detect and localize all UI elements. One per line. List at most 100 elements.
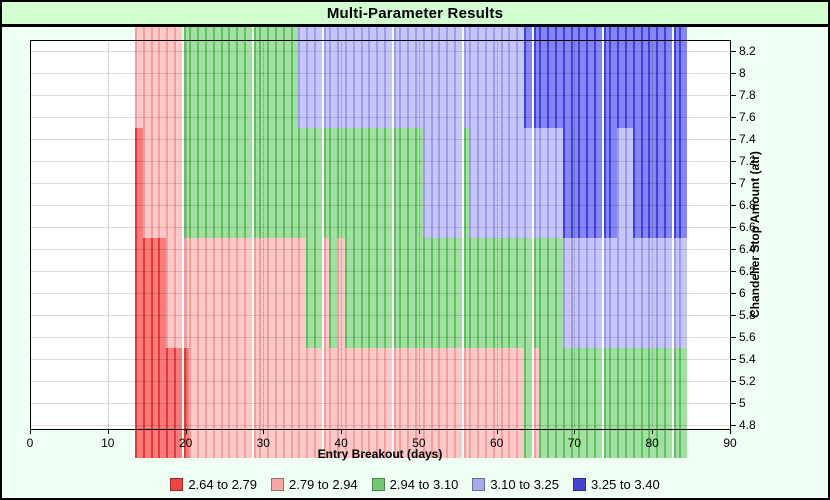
heatmap-column-day-17 bbox=[158, 27, 167, 128]
heatmap-column-day-49 bbox=[407, 237, 415, 348]
heatmap-column-day-31 bbox=[267, 127, 275, 238]
heatmap-column-day-37 bbox=[313, 237, 322, 348]
heatmap-column-day-77 bbox=[625, 27, 633, 128]
vertical-dotted-gridline bbox=[263, 40, 265, 429]
heatmap-row-atr-7.5-8.5 bbox=[0, 27, 830, 128]
heatmap-column-day-79 bbox=[640, 237, 649, 348]
heatmap-column-day-73 bbox=[593, 127, 602, 238]
heatmap-column-day-72 bbox=[586, 347, 594, 458]
vertical-dotted-gridline bbox=[652, 40, 654, 429]
heatmap-column-day-40 bbox=[337, 347, 345, 458]
x-axis-tick-label: 50 bbox=[412, 436, 426, 450]
y-axis-tick bbox=[730, 94, 736, 96]
heatmap-column-day-31 bbox=[267, 347, 275, 458]
x-axis-tick-label: 70 bbox=[567, 436, 582, 450]
heatmap-column-day-22 bbox=[197, 347, 205, 458]
heatmap-column-day-16 bbox=[150, 27, 159, 128]
heatmap-column-day-67 bbox=[547, 347, 555, 458]
heatmap-column-day-75 bbox=[609, 347, 618, 458]
heatmap-column-day-39 bbox=[329, 237, 338, 348]
heatmap-column-day-71 bbox=[578, 347, 587, 458]
heatmap-column-day-36 bbox=[306, 347, 314, 458]
legend-item: 2.64 to 2.79 bbox=[170, 477, 257, 492]
heatmap-column-day-71 bbox=[578, 237, 587, 348]
heatmap-column-day-24 bbox=[212, 27, 221, 128]
heatmap-column-day-44 bbox=[368, 347, 377, 458]
heatmap-column-day-74 bbox=[603, 127, 610, 238]
y-axis-tick-label: 7 bbox=[739, 175, 746, 190]
y-axis-tick bbox=[730, 182, 736, 184]
y-axis-tick-label: 7.8 bbox=[739, 87, 756, 102]
heatmap-column-day-81 bbox=[656, 347, 664, 458]
heatmap-column-day-33 bbox=[282, 347, 291, 458]
heatmap-column-day-44 bbox=[368, 27, 377, 128]
heatmap-column-day-81 bbox=[656, 127, 664, 238]
heatmap-column-day-22 bbox=[197, 127, 205, 238]
heatmap-column-day-23 bbox=[205, 27, 213, 128]
heatmap-column-day-41 bbox=[345, 237, 353, 348]
vertical-dotted-gridline bbox=[496, 40, 498, 429]
horizontal-gridline bbox=[31, 336, 729, 338]
heatmap-column-day-61 bbox=[500, 237, 509, 348]
heatmap-column-day-37 bbox=[313, 347, 322, 458]
heatmap-column-day-34 bbox=[290, 347, 299, 458]
horizontal-gridline bbox=[31, 138, 729, 140]
x-axis-tick-label: 20 bbox=[178, 436, 193, 450]
heatmap-column-day-73 bbox=[593, 237, 602, 348]
plot-frame bbox=[30, 40, 731, 430]
x-axis-tick-label: 90 bbox=[723, 436, 737, 450]
heatmap-column-day-84 bbox=[679, 127, 688, 238]
heatmap-column-day-59 bbox=[485, 127, 493, 238]
heatmap-column-day-28 bbox=[243, 237, 252, 348]
chart-title: Multi-Parameter Results bbox=[326, 4, 504, 22]
heatmap-column-day-38 bbox=[323, 27, 330, 128]
heatmap-column-day-42 bbox=[352, 27, 361, 128]
heatmap-column-day-68 bbox=[555, 127, 563, 238]
x-axis-tick bbox=[30, 429, 31, 434]
y-axis-tick-label: 6.4 bbox=[739, 241, 756, 256]
heatmap-column-day-26 bbox=[228, 237, 237, 348]
heatmap-column-day-49 bbox=[407, 27, 415, 128]
heatmap-column-day-41 bbox=[345, 127, 353, 238]
legend-item: 3.25 to 3.40 bbox=[573, 477, 660, 492]
heatmap-column-day-62 bbox=[508, 237, 517, 348]
y-axis-tick-label: 5.6 bbox=[739, 329, 756, 344]
legend-swatch bbox=[170, 478, 184, 491]
heatmap-column-day-46 bbox=[383, 27, 392, 128]
heatmap-column-day-32 bbox=[275, 27, 283, 128]
heatmap-column-day-53 bbox=[438, 347, 447, 458]
heatmap-column-day-72 bbox=[586, 237, 594, 348]
y-axis-tick-label: 6.6 bbox=[739, 219, 756, 234]
heatmap-column-day-64 bbox=[523, 237, 532, 348]
heatmap-column-day-17 bbox=[158, 347, 167, 458]
x-axis-tick bbox=[730, 429, 731, 434]
heatmap-column-day-81 bbox=[656, 27, 664, 128]
heatmap-column-day-46 bbox=[383, 237, 392, 348]
heatmap-column-day-70 bbox=[570, 347, 579, 458]
heatmap-column-day-69 bbox=[562, 27, 571, 128]
heatmap-column-day-16 bbox=[150, 347, 159, 458]
heatmap-column-day-67 bbox=[547, 127, 555, 238]
heatmap-column-day-63 bbox=[516, 27, 524, 128]
heatmap-column-day-14 bbox=[135, 27, 143, 128]
heatmap-column-day-45 bbox=[376, 347, 384, 458]
y-axis-tick-label: 6.2 bbox=[739, 263, 756, 278]
heatmap-column-day-54 bbox=[446, 237, 454, 348]
y-axis-tick-label: 7.2 bbox=[739, 153, 756, 168]
heatmap-column-day-82 bbox=[663, 127, 672, 238]
heatmap-column-day-23 bbox=[205, 127, 213, 238]
y-axis-tick-label: 6.8 bbox=[739, 197, 756, 212]
heatmap-column-day-16 bbox=[150, 237, 159, 348]
heatmap-column-day-68 bbox=[555, 237, 563, 348]
heatmap-column-day-84 bbox=[679, 237, 688, 348]
heatmap-column-day-45 bbox=[376, 127, 384, 238]
y-axis-tick bbox=[730, 226, 736, 228]
chart-canvas: 0 10 20 30 40 50 60 70 80 90 4.8 5 5.2 5.4 5.6 5.8 6 6.2 6… bbox=[0, 27, 830, 498]
heatmap-column-day-82 bbox=[663, 27, 672, 128]
heatmap-column-day-48 bbox=[399, 127, 408, 238]
heatmap-column-day-84 bbox=[679, 347, 688, 458]
heatmap-column-day-66 bbox=[539, 347, 548, 458]
heatmap-column-day-50 bbox=[415, 27, 423, 128]
heatmap-column-day-52 bbox=[430, 27, 439, 128]
heatmap-column-day-58 bbox=[477, 237, 485, 348]
